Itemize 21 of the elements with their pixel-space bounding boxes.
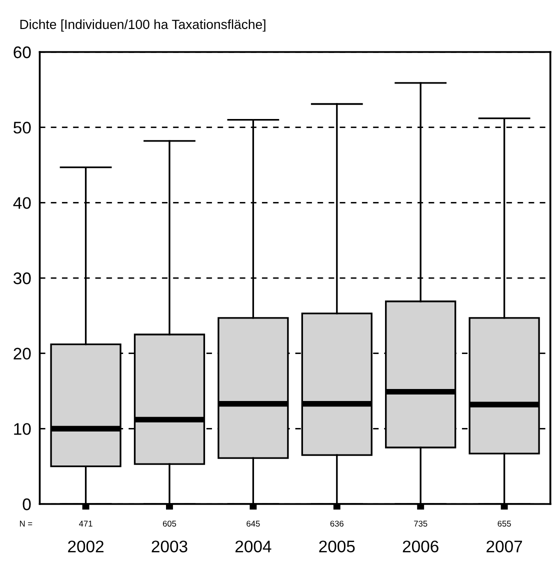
text: 655 (498, 520, 511, 527)
y-axis-title: Dichte [Individuen/100 ha Taxationsfläche] (20, 19, 266, 32)
y-tick-label: 50 (14, 122, 31, 134)
y-tick-label: 40 (13, 197, 31, 209)
x-tick-label: 2006 (402, 540, 438, 552)
text: 645 (246, 520, 260, 527)
x-tick-label: 2007 (486, 540, 522, 552)
x-tick-label: 2005 (319, 540, 355, 552)
x-tick-label: 2003 (152, 540, 188, 552)
text: 636 (330, 520, 344, 527)
y-tick-label: 30 (14, 272, 31, 284)
y-tick-label: 60 (14, 46, 31, 58)
y-tick-label: 10 (14, 423, 31, 435)
y-tick-label: 0 (22, 498, 31, 510)
x-tick-label: 2004 (235, 540, 272, 552)
x-tick-label: 2002 (68, 540, 104, 552)
text: 605 (162, 520, 176, 527)
text: N = (20, 520, 32, 527)
text: 471 (79, 520, 92, 527)
y-tick-label: 20 (14, 348, 31, 360)
text: 735 (414, 520, 428, 527)
